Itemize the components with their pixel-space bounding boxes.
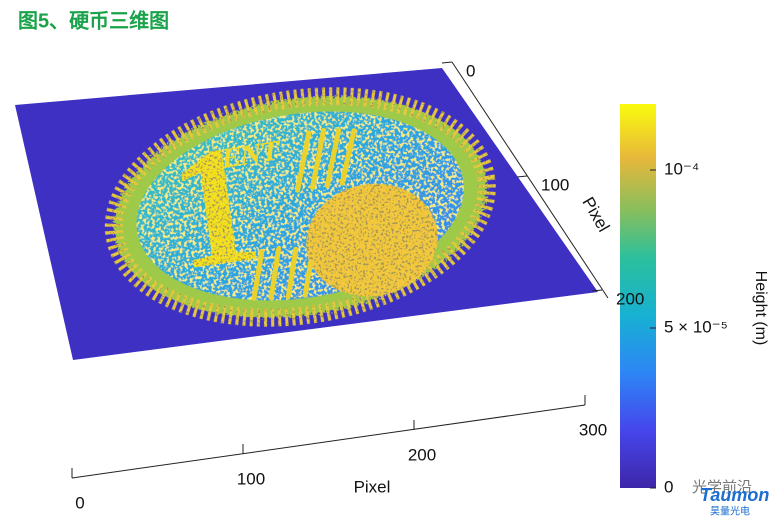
watermark-brand: Taumon xyxy=(700,485,769,505)
x-tick-label: 0 xyxy=(75,493,84,512)
y-tick-label: 0 xyxy=(466,61,475,80)
colorbar xyxy=(620,104,656,488)
y-tick xyxy=(441,61,453,64)
watermark-brand-cn: 昊量光电 xyxy=(710,505,750,518)
colorbar-tick-label: 0 xyxy=(664,477,673,496)
y-tick xyxy=(516,175,528,178)
x-axis-label: Pixel xyxy=(354,477,391,496)
colorbar-tick-label: 10⁻⁴ xyxy=(664,159,699,178)
y-axis-label: Pixel xyxy=(578,194,613,235)
x-tick-label: 100 xyxy=(237,469,265,488)
y-tick-label: 200 xyxy=(616,289,644,308)
colorbar-label: Height (m) xyxy=(752,271,769,346)
colorbar-tick-label: 5 × 10⁻⁵ xyxy=(664,317,728,336)
y-tick xyxy=(591,289,603,292)
x-axis xyxy=(71,404,586,479)
y-tick-label: 100 xyxy=(541,175,569,194)
coin-zero xyxy=(306,183,438,297)
title: 图5、硬币三维图 xyxy=(18,8,169,32)
watermark-source: 光学前沿 xyxy=(692,479,752,496)
x-tick-label: 200 xyxy=(408,445,436,464)
y-axis xyxy=(451,61,609,299)
x-tick-label: 300 xyxy=(579,420,607,439)
